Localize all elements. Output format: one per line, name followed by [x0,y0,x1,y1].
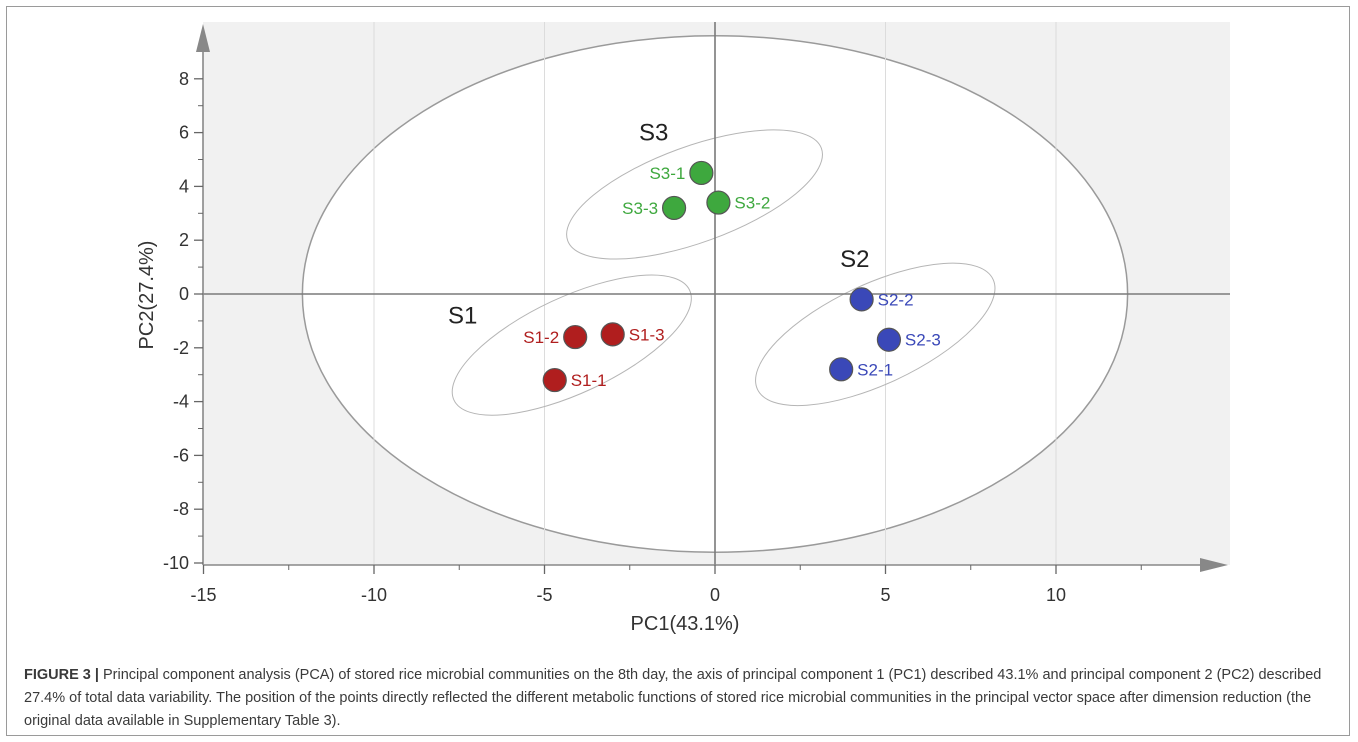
caption-text: Principal component analysis (PCA) of st… [24,667,1322,729]
figure-frame [6,6,1350,736]
point-s2-3 [876,327,902,352]
caption-label: FIGURE 3 | [24,667,99,683]
y-tick-label: 4 [179,176,189,196]
point-label-s2-2: S2-2 [878,290,914,309]
y-tick-label: -2 [173,338,189,358]
x-tick-label: 10 [1046,585,1066,605]
x-tick-label: -10 [361,585,387,605]
point-label-s1-2: S1-2 [523,328,559,347]
point-s1-3 [600,322,625,347]
point-label-s2-1: S2-1 [857,360,893,379]
point-s3-2 [706,190,731,215]
point-label-s3-2: S3-2 [734,194,770,213]
y-tick-label: -8 [173,499,189,519]
point-s2-2 [849,287,874,312]
point-s3-3 [661,195,687,221]
x-tick-label: 0 [710,585,720,605]
point-s1-2 [563,324,588,350]
data-points: S1 S1-1 S1-2 S1-3 S2 S2-1 S2-2 S2-3 S3 S3-1 S3-2 S3… [448,120,941,393]
x-axis-arrow [1200,558,1228,572]
y-axis-arrow [196,24,210,52]
point-s2-1 [829,357,854,382]
x-axis-label: PC1(43.1%) [631,613,740,635]
group-label-s1: S1 [448,303,477,330]
point-label-s3-1: S3-1 [649,164,685,183]
group-label-s2: S2 [840,246,869,273]
x-tick-label: -15 [190,585,216,605]
x-tick-label: -5 [536,585,552,605]
point-label-s2-3: S2-3 [905,331,941,350]
point-s3-1 [689,160,714,186]
y-tick-label: -10 [163,553,189,573]
y-tick-label: 2 [179,230,189,250]
y-tick-label: 0 [179,284,189,304]
y-tick-label: -6 [173,445,189,465]
y-tick-label: -4 [173,392,189,412]
point-label-s1-3: S1-3 [629,325,665,344]
y-tick-label: 6 [179,123,189,143]
figure-caption: FIGURE 3 | Principal component analysis … [24,664,1334,733]
group-ellipse-s1 [451,274,692,416]
y-tick-label: 8 [179,69,189,89]
group-label-s3: S3 [639,120,668,147]
point-label-s1-1: S1-1 [571,371,607,390]
point-label-s3-3: S3-3 [622,199,658,218]
x-tick-label: 5 [880,585,890,605]
point-s1-1 [542,367,567,393]
group-ellipse-s2 [755,262,996,407]
y-axis-label: PC2(27.4%) [136,241,158,350]
group-ellipse-s3 [566,129,823,260]
